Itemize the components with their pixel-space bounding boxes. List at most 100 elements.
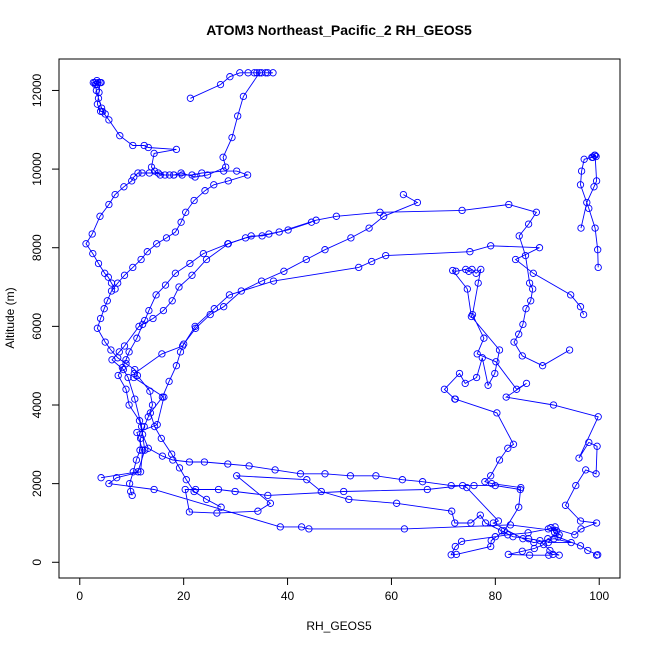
x-tick-label: 80 (489, 589, 503, 603)
data-point (399, 190, 408, 199)
y-tick-label: 10000 (30, 152, 44, 186)
data-point (107, 279, 116, 287)
data-point (185, 458, 194, 466)
data-point (484, 381, 492, 389)
data-point (555, 531, 563, 539)
data-point (340, 487, 348, 496)
data-point (269, 69, 277, 77)
data-point (494, 517, 503, 525)
data-point (140, 141, 148, 150)
data-point (302, 255, 310, 264)
data-point (125, 401, 133, 409)
data-point (487, 472, 495, 480)
data-point (529, 285, 537, 293)
data-point (544, 525, 552, 533)
data-point (118, 363, 127, 372)
data-point (181, 485, 189, 494)
data-point (457, 537, 466, 546)
data-point (220, 303, 228, 311)
data-point (224, 240, 232, 248)
data-point (591, 151, 599, 159)
x-axis: 0 20 40 60 80 100 (76, 577, 610, 603)
data-point (544, 538, 552, 547)
data-point (593, 442, 601, 450)
data-point (138, 169, 146, 177)
data-point (472, 269, 480, 277)
data-point (175, 464, 184, 472)
data-point (584, 546, 592, 555)
data-point (96, 78, 104, 87)
data-point (122, 385, 130, 393)
data-point (128, 177, 136, 185)
data-point (175, 283, 183, 291)
data-point (582, 466, 590, 474)
data-point (120, 183, 128, 191)
data-point (491, 481, 499, 490)
data-point (97, 474, 105, 482)
data-point (382, 251, 390, 260)
data-point (236, 69, 244, 77)
data-point (575, 454, 583, 462)
data-point (594, 551, 602, 559)
data-point (518, 547, 526, 555)
data-point (577, 224, 585, 232)
data-point (182, 208, 190, 216)
data-point (143, 248, 151, 256)
data-point (481, 519, 490, 527)
data-point (515, 232, 523, 240)
data-point (100, 305, 108, 313)
data-point (237, 287, 245, 295)
data-point (572, 481, 580, 490)
data-point (579, 310, 588, 319)
data-point (491, 369, 499, 378)
data-point (144, 413, 152, 421)
data-point (134, 169, 142, 177)
data-point (125, 479, 134, 488)
data-point (146, 387, 154, 395)
data-point (105, 200, 113, 209)
data-point (524, 535, 533, 543)
data-point (134, 468, 142, 476)
data-point (136, 468, 145, 476)
data-point (303, 476, 311, 484)
data-point (97, 104, 106, 112)
data-point (535, 244, 544, 252)
data-point (130, 373, 138, 382)
data-point (191, 324, 200, 332)
data-point (515, 503, 523, 511)
data-point (487, 542, 495, 551)
data-point (492, 358, 500, 366)
data-point (583, 198, 591, 207)
y-axis: 0 2000 4000 6000 8000 10000 12000 (30, 73, 60, 566)
data-point (345, 495, 353, 504)
data-point (120, 271, 129, 279)
data-point (243, 171, 252, 179)
data-point (487, 536, 495, 545)
data-point (158, 350, 166, 358)
data-point (162, 234, 171, 242)
data-point (590, 183, 598, 191)
data-point (280, 267, 288, 275)
data-point (502, 393, 510, 401)
data-point (150, 167, 159, 175)
data-point (103, 297, 111, 305)
data-point (473, 350, 481, 358)
data-point (321, 246, 329, 254)
data-point (202, 495, 211, 504)
data-point (104, 273, 112, 281)
data-point (527, 297, 535, 305)
data-point (577, 167, 586, 175)
data-point (141, 316, 149, 325)
data-point (128, 491, 136, 500)
data-point (317, 487, 325, 496)
data-point (156, 171, 164, 179)
data-point (509, 440, 518, 448)
data-point (186, 94, 195, 102)
data-point (500, 527, 508, 535)
data-point (241, 234, 250, 242)
data-point (594, 263, 602, 272)
data-point (380, 212, 388, 220)
data-point (130, 173, 138, 181)
data-point (592, 152, 600, 161)
data-point (571, 531, 579, 539)
